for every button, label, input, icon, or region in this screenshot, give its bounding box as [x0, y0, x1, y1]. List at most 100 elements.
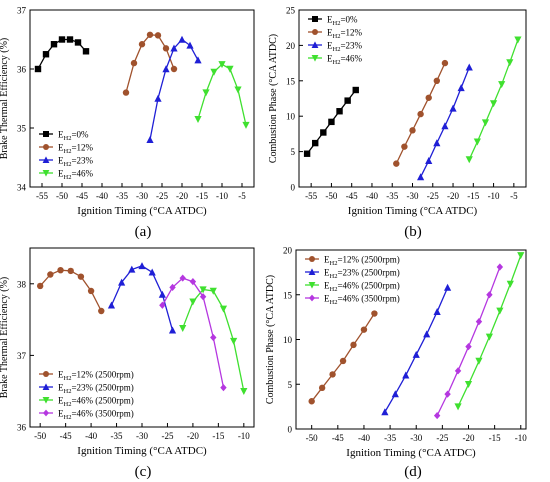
data-point: [57, 266, 64, 274]
data-point: [199, 293, 207, 301]
series-4: [194, 61, 250, 129]
x-tick-label: -5: [510, 191, 518, 201]
data-point: [210, 68, 218, 76]
legend-marker: [311, 41, 319, 48]
y-tick-label: 15: [283, 290, 293, 300]
data-point: [226, 65, 234, 73]
x-tick-label: -35: [116, 191, 128, 201]
legend-label: EH2=23%: [58, 156, 94, 169]
legend-marker: [42, 383, 50, 390]
y-tick-label: 37: [17, 351, 27, 361]
legend-marker: [43, 131, 49, 137]
legend-marker: [312, 16, 318, 22]
data-point: [87, 287, 95, 295]
data-point: [122, 89, 130, 96]
y-tick-label: 38: [17, 279, 27, 289]
data-point: [336, 108, 343, 115]
x-tick-label: -55: [305, 191, 317, 201]
data-point: [159, 301, 166, 309]
data-point: [179, 324, 187, 332]
x-tick-label: -10: [238, 431, 250, 441]
x-tick-label: -10: [515, 433, 527, 443]
panel-d-chart: -50 -45 -40 -35 -30 -25 -20 -15 -10 0 5 10 15 20 Ignit…: [265, 246, 527, 460]
x-tick-label: -15: [489, 433, 501, 443]
x-tick-label: -25: [436, 433, 448, 443]
legend-label: EH2=0%: [58, 130, 89, 143]
data-point: [170, 44, 178, 52]
data-point: [194, 115, 202, 123]
data-point: [209, 287, 217, 295]
data-point: [352, 86, 359, 94]
y-axis-label: Combustion Phase (°CA ATDC): [265, 275, 276, 404]
x-tick-label: -15: [212, 431, 224, 441]
y-tick-label: 37: [17, 6, 27, 16]
x-tick-label: -50: [34, 431, 46, 441]
data-point: [425, 157, 433, 165]
data-point: [42, 51, 50, 58]
data-point: [465, 343, 472, 351]
legend-label: EH2=46% (2500rpm): [324, 281, 400, 294]
data-point: [485, 333, 494, 341]
data-point: [312, 139, 319, 147]
panel-label-a: (a): [135, 224, 152, 240]
data-point: [146, 136, 154, 143]
series-2: [107, 262, 177, 334]
x-tick-label: -10: [216, 191, 228, 201]
x-tick-label: -15: [467, 191, 479, 201]
panel-c-chart: -50 -45 -40 -35 -30 -25 -20 -15 -10 36 37 38 Ignitio…: [0, 247, 255, 457]
data-point: [240, 388, 248, 395]
legend-label: EH2=46% (3500rpm): [324, 294, 400, 307]
legend-label: EH2=0%: [327, 15, 358, 28]
data-point: [473, 138, 481, 146]
data-point: [498, 81, 506, 89]
y-axis-label: Brake Thermal Efficiency (%): [0, 38, 10, 160]
legend-marker: [42, 170, 50, 177]
data-point: [220, 384, 227, 392]
y-axis-label: Brake Thermal Efficiency (%): [0, 277, 10, 399]
legend-label: EH2=46%: [58, 169, 94, 182]
series-1: [34, 36, 90, 73]
y-tick-label: 36: [17, 65, 27, 75]
x-tick-label: -40: [85, 431, 97, 441]
data-point: [496, 263, 504, 271]
data-point: [506, 280, 514, 288]
x-axis-label: Ignition Timing (°CA ATDC): [346, 447, 476, 459]
data-point: [74, 39, 82, 46]
x-tick-label: -50: [325, 191, 337, 201]
data-point: [170, 65, 178, 73]
y-tick-label: 34: [17, 183, 27, 193]
data-point: [162, 65, 170, 73]
data-point: [146, 31, 154, 38]
data-point: [168, 326, 177, 334]
data-point: [381, 408, 389, 416]
data-point: [464, 381, 473, 389]
data-point: [454, 403, 462, 411]
legend-marker: [43, 409, 49, 417]
x-tick-label: -20: [176, 191, 188, 201]
series-1: [303, 86, 359, 157]
series-4: [159, 274, 227, 392]
x-tick-label: -25: [156, 191, 168, 201]
data-point: [517, 252, 525, 260]
data-point: [303, 150, 311, 157]
data-point: [130, 59, 138, 67]
legend-label: EH2=23% (2500rpm): [324, 268, 400, 281]
data-point: [242, 121, 250, 129]
data-point: [158, 290, 166, 298]
y-axis-label: Combustion Phase (°CA ATDC): [268, 34, 279, 163]
series-1: [308, 310, 378, 405]
data-point: [443, 283, 452, 291]
data-point: [433, 307, 441, 315]
data-point: [199, 286, 207, 294]
series-2: [381, 283, 452, 416]
data-point: [154, 94, 162, 102]
legend-marker: [42, 156, 50, 163]
x-tick-label: -15: [196, 191, 208, 201]
data-point: [465, 63, 473, 71]
data-point: [489, 100, 498, 108]
legend-label: EH2=12%: [327, 28, 363, 41]
panel-b-chart: -55 -50 -45 -40 -35 -30 -25 -20 -15 -10 -505101520…: [268, 6, 527, 217]
data-point: [308, 398, 315, 405]
data-point: [194, 56, 202, 64]
data-point: [178, 35, 186, 43]
